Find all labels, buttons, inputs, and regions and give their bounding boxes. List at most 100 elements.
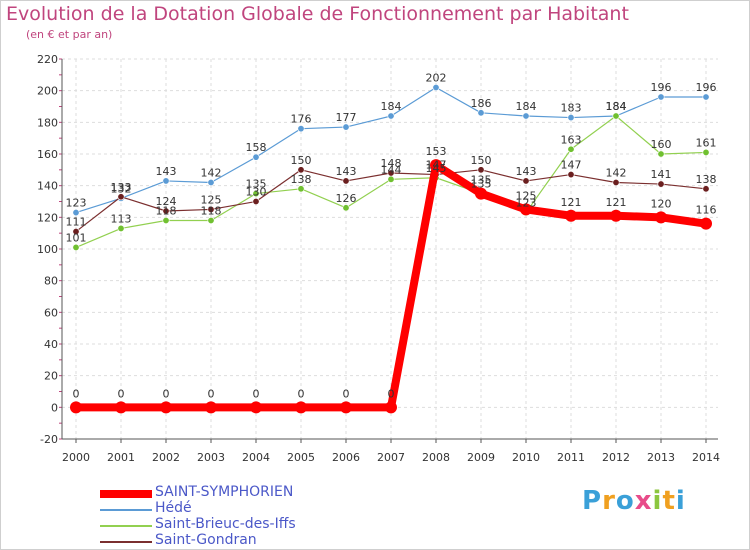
legend-swatch xyxy=(100,541,152,543)
data-point-0 xyxy=(295,401,307,414)
brand-letter: r xyxy=(602,486,616,516)
data-point-3 xyxy=(567,171,575,179)
data-label-0: 135 xyxy=(471,174,492,187)
data-label-2: 163 xyxy=(561,133,582,146)
x-tick-label: 2007 xyxy=(377,451,405,464)
data-point-2 xyxy=(207,217,215,225)
legend-swatch xyxy=(100,509,152,511)
data-point-0 xyxy=(205,401,217,414)
data-point-2 xyxy=(612,112,620,120)
data-label-0: 0 xyxy=(343,387,350,400)
x-tick-label: 2003 xyxy=(197,451,225,464)
data-label-2: 118 xyxy=(201,205,222,218)
data-label-1: 177 xyxy=(336,111,357,124)
data-point-2 xyxy=(657,150,665,158)
y-tick-label: 40 xyxy=(44,338,58,351)
data-point-1 xyxy=(297,125,305,133)
data-point-2 xyxy=(702,148,710,156)
data-point-1 xyxy=(252,153,260,161)
data-point-1 xyxy=(702,93,710,101)
data-point-0 xyxy=(340,401,352,414)
y-tick-label: 80 xyxy=(44,275,58,288)
data-point-3 xyxy=(72,228,80,236)
y-tick-label: 20 xyxy=(44,370,58,383)
data-label-3: 130 xyxy=(246,186,267,199)
data-label-3: 147 xyxy=(561,159,582,172)
data-point-2 xyxy=(567,145,575,153)
data-point-0 xyxy=(430,159,442,172)
legend-swatch xyxy=(100,490,152,498)
x-tick-label: 2009 xyxy=(467,451,495,464)
data-label-2: 145 xyxy=(426,162,447,175)
legend-label: Saint-Brieuc-des-Iffs xyxy=(155,516,296,532)
legend: SAINT-SYMPHORIEN Hédé Saint-Brieuc-des-Iff… xyxy=(100,484,400,550)
data-label-1: 142 xyxy=(201,167,222,180)
data-point-1 xyxy=(387,112,395,120)
data-label-0: 0 xyxy=(118,387,125,400)
data-point-0 xyxy=(565,209,577,222)
data-point-2 xyxy=(162,217,170,225)
legend-item: Saint-Gondran xyxy=(100,532,400,550)
y-tick-label: 160 xyxy=(37,148,58,161)
x-tick-label: 2010 xyxy=(512,451,540,464)
y-tick-label: 200 xyxy=(37,85,58,98)
brand-letter: P xyxy=(582,486,603,516)
data-label-2: 138 xyxy=(291,173,312,186)
data-point-3 xyxy=(342,177,350,185)
brand-letter: t xyxy=(662,486,676,516)
data-label-0: 0 xyxy=(388,387,395,400)
data-label-0: 116 xyxy=(696,204,717,217)
data-point-2 xyxy=(387,175,395,183)
data-label-0: 0 xyxy=(73,387,80,400)
x-tick-label: 2002 xyxy=(152,451,180,464)
data-label-3: 124 xyxy=(156,195,177,208)
data-label-3: 148 xyxy=(381,157,402,170)
data-label-2: 113 xyxy=(111,212,132,225)
data-label-1: 184 xyxy=(381,100,402,113)
x-tick-label: 2011 xyxy=(557,451,585,464)
data-label-0: 0 xyxy=(298,387,305,400)
data-point-0 xyxy=(70,401,82,414)
legend-item: Saint-Brieuc-des-Iffs xyxy=(100,516,400,534)
legend-label: Saint-Gondran xyxy=(155,532,257,548)
legend-swatch xyxy=(100,525,152,527)
data-point-1 xyxy=(432,84,440,92)
data-point-3 xyxy=(657,180,665,188)
data-label-0: 0 xyxy=(253,387,260,400)
data-label-3: 125 xyxy=(201,193,222,206)
x-tick-label: 2004 xyxy=(242,451,270,464)
data-label-2: 126 xyxy=(336,192,357,205)
data-point-0 xyxy=(115,401,127,414)
data-point-0 xyxy=(610,209,622,222)
x-tick-label: 2012 xyxy=(602,451,630,464)
data-point-2 xyxy=(72,243,80,251)
data-label-3: 150 xyxy=(471,154,492,167)
y-tick-label: -20 xyxy=(40,433,58,446)
data-label-2: 135 xyxy=(246,178,267,191)
data-point-3 xyxy=(702,185,710,193)
y-tick-label: 140 xyxy=(37,180,58,193)
data-label-0: 125 xyxy=(516,189,537,202)
x-tick-label: 2005 xyxy=(287,451,315,464)
data-label-0: 0 xyxy=(163,387,170,400)
y-tick-label: 100 xyxy=(37,243,58,256)
data-point-0 xyxy=(655,211,667,224)
brand-logo: Proxiti xyxy=(582,486,686,516)
data-point-1 xyxy=(342,123,350,131)
data-label-1: 176 xyxy=(291,113,312,126)
data-point-3 xyxy=(387,169,395,177)
x-tick-label: 2014 xyxy=(692,451,720,464)
data-label-1: 132 xyxy=(111,182,132,195)
data-point-3 xyxy=(252,198,260,206)
data-label-3: 111 xyxy=(66,216,87,229)
data-label-2: 160 xyxy=(651,138,672,151)
x-tick-label: 2006 xyxy=(332,451,360,464)
data-label-3: 142 xyxy=(606,167,627,180)
data-point-3 xyxy=(207,205,215,213)
data-point-3 xyxy=(612,179,620,187)
data-label-1: 196 xyxy=(651,81,672,94)
y-tick-label: 180 xyxy=(37,116,58,129)
data-label-0: 121 xyxy=(561,196,582,209)
y-tick-label: 120 xyxy=(37,211,58,224)
